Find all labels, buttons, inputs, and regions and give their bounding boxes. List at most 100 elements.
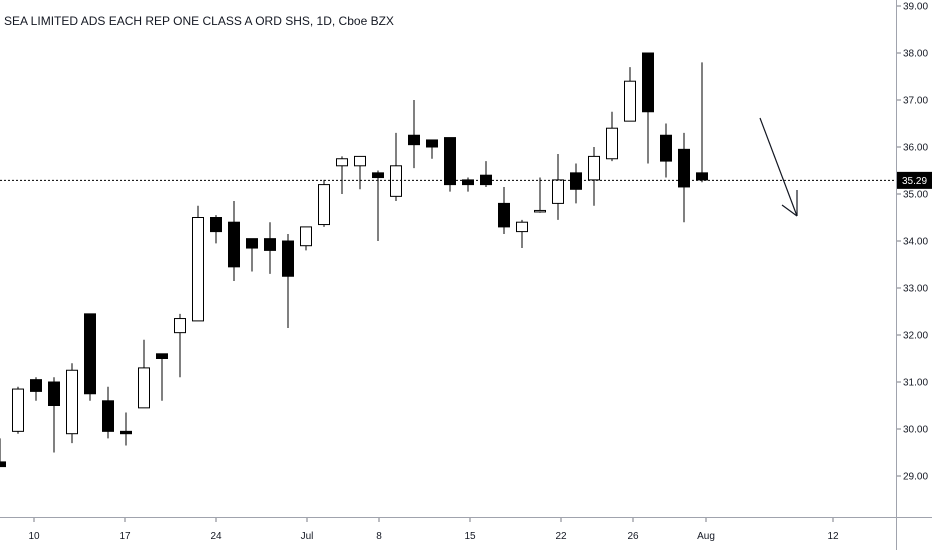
last-price-label-text: 35.29 — [902, 176, 927, 187]
candle-body-up — [552, 179, 564, 204]
down-arrow-annotation[interactable] — [759, 117, 798, 217]
last-price-label: 35.29 — [897, 171, 932, 189]
candle[interactable] — [426, 139, 438, 159]
price-tick-label: 35.00 — [903, 190, 928, 201]
candle-body-up — [336, 158, 348, 167]
candle[interactable] — [318, 179, 330, 227]
time-axis[interactable]: 10 17 24 Jul 8 15 22 26 Aug 12 — [28, 518, 839, 542]
candle[interactable] — [246, 238, 258, 272]
candle-body-down — [696, 172, 708, 181]
candle[interactable] — [642, 52, 654, 164]
candle-body-down — [102, 400, 114, 432]
candle-body-up — [192, 217, 204, 322]
candle[interactable] — [336, 156, 348, 194]
candle[interactable] — [228, 201, 240, 281]
candle-body-down — [372, 172, 384, 179]
price-tick-label: 39.00 — [903, 2, 928, 13]
candle[interactable] — [30, 377, 42, 401]
candle-body-up — [624, 80, 636, 122]
candle-body-down — [498, 202, 510, 228]
candle-body-down — [210, 217, 222, 233]
time-tick-label: 26 — [627, 531, 639, 542]
candle-body-up — [174, 318, 186, 334]
candle[interactable] — [588, 147, 600, 206]
candle[interactable] — [48, 377, 60, 453]
candle-body-down — [120, 430, 132, 435]
candle[interactable] — [138, 339, 150, 409]
candle[interactable] — [174, 313, 186, 378]
candle-body-up — [606, 127, 618, 160]
price-tick-label: 34.00 — [903, 237, 928, 248]
candle[interactable] — [282, 233, 294, 328]
chart-title: SEA LIMITED ADS EACH REP ONE CLASS A ORD… — [4, 14, 394, 28]
candle[interactable] — [66, 363, 78, 444]
candle-body-up — [66, 369, 78, 435]
candle[interactable] — [624, 67, 636, 122]
candle-body-up — [12, 388, 24, 432]
candle-body-up — [534, 209, 546, 213]
candle[interactable] — [120, 412, 132, 446]
candle[interactable] — [696, 62, 708, 183]
price-tick-label: 32.00 — [903, 331, 928, 342]
candle-body-down — [246, 238, 258, 249]
candle[interactable] — [462, 177, 474, 192]
candle[interactable] — [516, 219, 528, 249]
candle-body-down — [660, 134, 672, 162]
candle[interactable] — [0, 438, 6, 468]
time-tick-label: 24 — [210, 531, 222, 542]
candle[interactable] — [210, 215, 222, 244]
candle[interactable] — [606, 111, 618, 162]
candle[interactable] — [264, 222, 276, 274]
candle[interactable] — [570, 163, 582, 204]
price-tick-label: 36.00 — [903, 143, 928, 154]
candle[interactable] — [372, 170, 384, 242]
candle[interactable] — [156, 353, 168, 401]
candle[interactable] — [444, 137, 456, 192]
candle[interactable] — [534, 177, 546, 213]
time-tick-label: Aug — [697, 531, 715, 542]
candle-body-up — [318, 184, 330, 226]
candle[interactable] — [678, 132, 690, 223]
candle[interactable] — [480, 161, 492, 187]
price-tick-label: 33.00 — [903, 284, 928, 295]
price-tick-label: 29.00 — [903, 472, 928, 483]
price-tick-label: 37.00 — [903, 96, 928, 107]
time-tick-label: 10 — [28, 531, 40, 542]
candle-body-up — [300, 226, 312, 247]
candles-group — [0, 52, 708, 468]
candle[interactable] — [660, 123, 672, 178]
candle[interactable] — [84, 313, 96, 401]
time-tick-label: 22 — [555, 531, 567, 542]
candle[interactable] — [552, 154, 564, 220]
candle-body-down — [642, 52, 654, 113]
candle[interactable] — [354, 155, 366, 190]
candle-body-up — [390, 165, 402, 197]
price-tick-label: 30.00 — [903, 425, 928, 436]
candle[interactable] — [192, 205, 204, 322]
candle-body-down — [570, 172, 582, 190]
candle[interactable] — [300, 226, 312, 251]
price-tick-label: 38.00 — [903, 49, 928, 60]
time-tick-label: 15 — [464, 531, 476, 542]
candle-body-down — [426, 139, 438, 148]
candle[interactable] — [390, 132, 402, 202]
price-axis[interactable]: 39.00 38.00 37.00 36.00 35.00 34.00 33.00 32.00… — [897, 2, 928, 483]
candle[interactable] — [12, 386, 24, 434]
candle-body-down — [84, 313, 96, 395]
price-tick-label: 31.00 — [903, 378, 928, 389]
candle-body-down — [0, 461, 6, 468]
time-tick-label: 12 — [827, 531, 839, 542]
candle-body-down — [282, 240, 294, 277]
candle[interactable] — [408, 100, 420, 169]
candle-body-up — [516, 221, 528, 233]
time-tick-label: 17 — [119, 531, 131, 542]
candle-body-down — [678, 148, 690, 188]
candle-body-down — [30, 379, 42, 392]
candle[interactable] — [102, 386, 114, 439]
candle[interactable] — [498, 186, 510, 234]
candle-body-up — [138, 367, 150, 409]
candle-body-up — [588, 155, 600, 181]
candle-body-down — [156, 353, 168, 359]
candle-body-down — [48, 381, 60, 406]
